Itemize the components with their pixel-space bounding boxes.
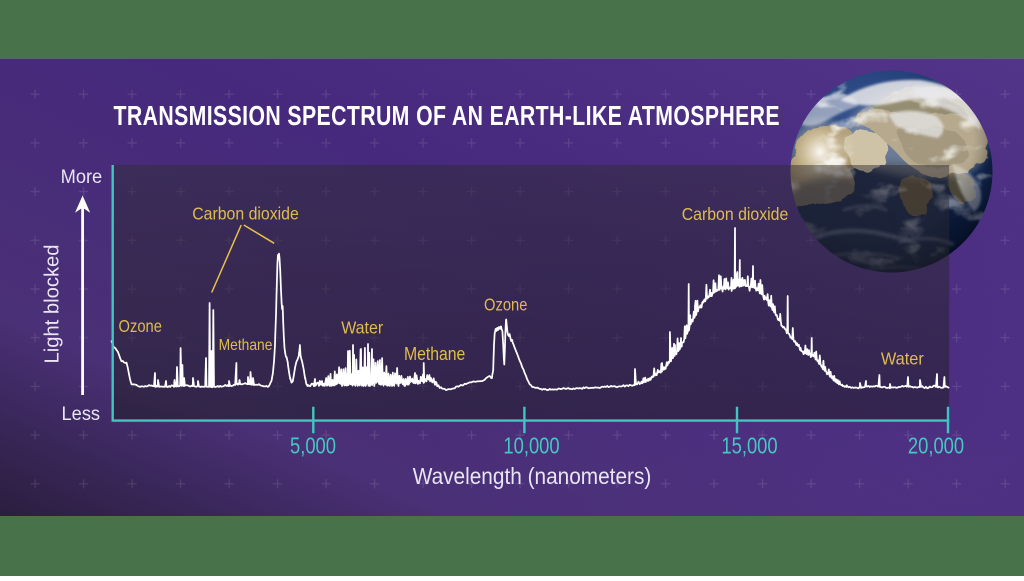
svg-text:Methane: Methane: [404, 344, 465, 364]
svg-text:Light blocked: Light blocked: [42, 244, 64, 363]
svg-text:Water: Water: [881, 348, 924, 369]
svg-text:Wavelength (nanometers): Wavelength (nanometers): [413, 463, 652, 489]
svg-text:Less: Less: [62, 403, 101, 424]
svg-text:10,000: 10,000: [503, 434, 559, 459]
svg-text:20,000: 20,000: [908, 434, 964, 459]
svg-text:TRANSMISSION SPECTRUM OF AN EA: TRANSMISSION SPECTRUM OF AN EARTH-LIKE A…: [114, 100, 780, 132]
svg-text:Carbon dioxide: Carbon dioxide: [682, 204, 789, 224]
svg-text:Methane: Methane: [219, 336, 273, 354]
svg-text:Water: Water: [341, 317, 383, 337]
svg-text:More: More: [61, 166, 103, 187]
svg-text:15,000: 15,000: [721, 434, 777, 459]
svg-text:5,000: 5,000: [290, 434, 336, 459]
svg-text:Carbon dioxide: Carbon dioxide: [192, 204, 299, 224]
svg-text:Ozone: Ozone: [119, 317, 162, 337]
svg-text:Ozone: Ozone: [484, 295, 527, 315]
